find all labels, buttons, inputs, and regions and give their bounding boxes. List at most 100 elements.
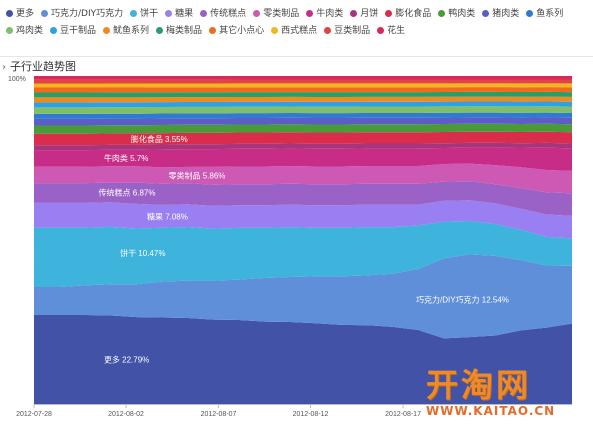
legend-label: 鸭肉类: [448, 9, 476, 19]
legend-item[interactable]: 西式糕点: [271, 23, 317, 40]
area-series[interactable]: [34, 87, 572, 93]
area-series[interactable]: [34, 200, 572, 239]
legend-label: 梅类制品: [166, 26, 203, 36]
section-divider: [0, 56, 593, 57]
legend-dot-icon: [526, 10, 534, 17]
legend-dot-icon: [253, 10, 261, 17]
legend-dot-icon: [156, 27, 164, 34]
area-series[interactable]: [34, 83, 572, 88]
legend-item[interactable]: 牛肉类: [306, 6, 343, 23]
legend-dot-icon: [385, 10, 393, 17]
x-tick-label: 2012-08-02: [108, 411, 144, 418]
legend-label: 豆干制品: [60, 26, 97, 36]
legend-item[interactable]: 更多: [6, 6, 34, 23]
area-series[interactable]: [34, 220, 572, 287]
legend-label: 鱿鱼系列: [113, 26, 150, 36]
stacked-area-chart: 更多 22.79% 巧克力/DIY巧克力 12.54% 饼干 10.47% 糖果 7.…: [8, 76, 572, 418]
legend-label: 更多: [16, 9, 35, 19]
legend-label: 月饼: [360, 9, 379, 19]
legend-dot-icon: [306, 10, 314, 17]
legend-dot-icon: [165, 10, 173, 17]
data-label: 巧克力/DIY巧克力 12.54%: [416, 295, 509, 305]
data-label: 膨化食品 3.55%: [131, 134, 188, 144]
legend-item[interactable]: 鱿鱼系列: [103, 23, 149, 40]
legend-dot-icon: [209, 27, 217, 34]
area-series[interactable]: [34, 106, 572, 114]
area-series[interactable]: [34, 117, 572, 126]
data-label: 零类制品 5.86%: [169, 170, 226, 180]
legend-item[interactable]: 糖果: [165, 6, 193, 23]
area-series[interactable]: [34, 254, 572, 339]
data-label: 糖果 7.08%: [147, 211, 188, 221]
legend-label: 鱼系列: [536, 9, 564, 19]
legend-item[interactable]: 传统糕点: [200, 6, 246, 23]
area-series[interactable]: [34, 76, 572, 80]
chevron-right-icon[interactable]: ›: [2, 62, 6, 73]
legend-label: 猪肉类: [492, 9, 520, 19]
area-series[interactable]: [34, 112, 572, 119]
area-series[interactable]: [34, 79, 572, 84]
legend-dot-icon: [200, 10, 208, 17]
area-series[interactable]: [34, 123, 572, 134]
legend-label: 牛肉类: [316, 9, 344, 19]
legend-item[interactable]: 鸭肉类: [438, 6, 475, 23]
legend-dot-icon: [350, 10, 358, 17]
legend-label: 巧克力/DIY巧克力: [51, 9, 124, 19]
legend-item[interactable]: 其它小点心: [209, 23, 264, 40]
area-series[interactable]: [34, 314, 572, 404]
legend-dot-icon: [482, 10, 490, 17]
data-label: 更多 22.79%: [104, 355, 149, 365]
legend-label: 西式糕点: [281, 26, 318, 36]
legend-item[interactable]: 饼干: [130, 6, 158, 23]
legend-label: 饼干: [140, 9, 159, 19]
legend-item[interactable]: 猪肉类: [482, 6, 519, 23]
data-label: 饼干 10.47%: [120, 248, 165, 258]
area-series[interactable]: [34, 131, 572, 146]
legend-dot-icon: [6, 10, 13, 17]
area-series[interactable]: [34, 163, 572, 194]
section-title-text: 子行业趋势图: [10, 60, 76, 73]
legend-dot-icon: [41, 10, 49, 17]
legend-dot-icon: [50, 27, 58, 34]
x-tick-label: 2012-07-28: [16, 411, 52, 418]
legend-label: 鸡肉类: [16, 26, 44, 36]
watermark-url: WWW.KAITAO.CN: [426, 404, 556, 418]
chart-legend: 更多 巧克力/DIY巧克力 饼干 糖果 传统糕点 零类制品 牛肉类 月饼 膨化食品 鸭肉类 猪肉类 鱼…: [6, 6, 588, 40]
area-series[interactable]: [34, 101, 572, 108]
area-series[interactable]: [34, 142, 572, 151]
section-title[interactable]: › 子行业趋势图: [2, 58, 76, 74]
area-series[interactable]: [34, 91, 572, 98]
legend-label: 豆类制品: [334, 26, 371, 36]
x-tick-label: 2012-08-17: [385, 411, 421, 418]
legend-label: 膨化食品: [395, 9, 432, 19]
legend-item[interactable]: 豆类制品: [324, 23, 370, 40]
legend-item[interactable]: 鸡肉类: [6, 23, 43, 40]
data-label: 牛肉类 5.7%: [104, 153, 148, 163]
legend-item[interactable]: 月饼: [350, 6, 378, 23]
legend-label: 花生: [387, 26, 406, 36]
y-tick-label: 100%: [8, 76, 26, 83]
legend-item[interactable]: 巧克力/DIY巧克力: [41, 6, 123, 23]
legend-item[interactable]: 零类制品: [253, 6, 299, 23]
data-label: 传统糕点 6.87%: [99, 188, 156, 198]
area-series[interactable]: [34, 147, 572, 171]
watermark-logo: 开淘网: [426, 366, 532, 404]
legend-dot-icon: [103, 27, 111, 34]
legend-label: 零类制品: [263, 9, 300, 19]
legend-dot-icon: [324, 27, 332, 34]
legend-label: 传统糕点: [210, 9, 247, 19]
legend-dot-icon: [271, 27, 279, 34]
legend-item[interactable]: 豆干制品: [50, 23, 96, 40]
area-series[interactable]: [34, 181, 572, 216]
legend-item[interactable]: 梅类制品: [156, 23, 202, 40]
watermark: 开淘网 WWW.KAITAO.CN: [426, 360, 586, 426]
legend-item[interactable]: 花生: [377, 23, 405, 40]
legend-item[interactable]: 膨化食品: [385, 6, 431, 23]
area-series[interactable]: [34, 96, 572, 103]
x-tick-label: 2012-08-07: [201, 411, 237, 418]
legend-dot-icon: [6, 27, 13, 34]
x-tick-label: 2012-08-12: [293, 411, 329, 418]
legend-dot-icon: [377, 27, 385, 34]
legend-item[interactable]: 鱼系列: [526, 6, 563, 23]
legend-dot-icon: [438, 10, 446, 17]
